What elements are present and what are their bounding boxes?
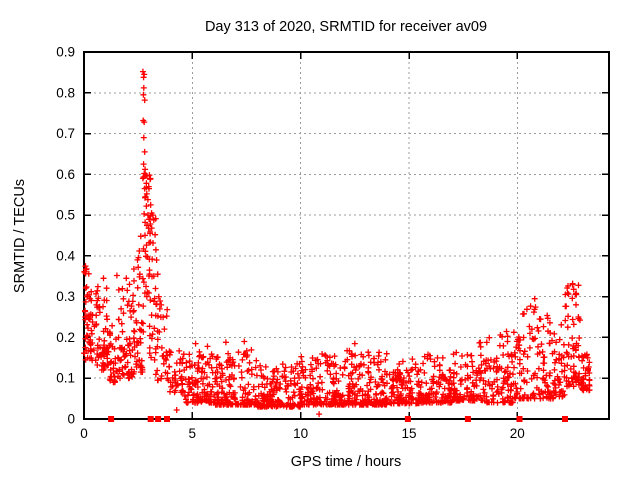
- zero-square-marker: [155, 416, 162, 422]
- zero-square-marker: [108, 416, 115, 422]
- x-axis-label: GPS time / hours: [291, 454, 401, 470]
- y-tick-label: 0.3: [56, 289, 75, 304]
- y-tick-label: 0.4: [56, 248, 75, 263]
- y-tick-label: 0.7: [56, 126, 75, 141]
- zero-markers: [108, 416, 568, 422]
- zero-square-marker: [516, 416, 523, 422]
- y-tick-label: 0.1: [56, 371, 75, 386]
- tick-labels: 0 5 10 15 20 0 0.1 0.2 0.3 0.4 0.5 0.6 0.7 0.8 0.9: [56, 45, 525, 442]
- plot-frame: [83, 51, 610, 420]
- y-tick-label: 0: [67, 412, 75, 427]
- zero-square-marker: [147, 416, 154, 422]
- y-tick-label: 0.5: [56, 208, 75, 223]
- y-axis-label: SRMTID / TECUs: [12, 179, 28, 293]
- zero-square-marker: [164, 416, 170, 422]
- zero-square-marker: [404, 416, 411, 422]
- x-tick-label: 0: [80, 426, 88, 441]
- x-tick-label: 20: [510, 426, 525, 441]
- x-tick-label: 10: [293, 426, 308, 441]
- scatter-plus-markers: [81, 68, 593, 418]
- y-tick-label: 0.6: [56, 167, 75, 182]
- y-tick-label: 0.8: [56, 85, 75, 100]
- plot-border: [83, 51, 610, 420]
- zero-square-marker: [562, 416, 568, 422]
- data-points: [81, 68, 593, 418]
- y-tick-label: 0.9: [56, 45, 75, 60]
- x-tick-label: 5: [189, 426, 197, 441]
- x-tick-label: 15: [401, 426, 416, 441]
- zero-square-marker: [464, 416, 471, 422]
- chart-title: Day 313 of 2020, SRMTID for receiver av0…: [205, 19, 487, 35]
- y-tick-label: 0.2: [56, 330, 75, 345]
